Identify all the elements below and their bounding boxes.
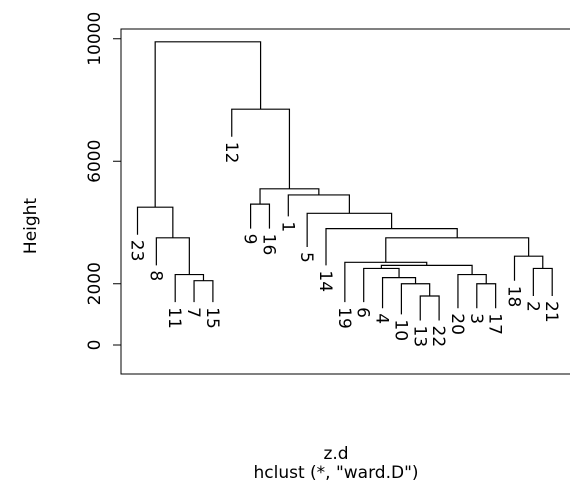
merge-branch bbox=[457, 273, 487, 309]
leaf-label: 8 bbox=[145, 270, 165, 281]
y-tick-label: 6000 bbox=[85, 140, 105, 183]
leaf-label: 9 bbox=[240, 234, 260, 245]
merge-branch bbox=[513, 255, 544, 281]
y-tick-label: 10000 bbox=[85, 12, 105, 66]
merge-branch bbox=[174, 273, 205, 303]
y-tick-label: 0 bbox=[85, 340, 105, 351]
merge-branch bbox=[136, 206, 174, 238]
leaf-label: 14 bbox=[315, 270, 335, 292]
leaf-label: 2 bbox=[522, 301, 542, 312]
y-axis-label: Height bbox=[21, 198, 41, 255]
merge-branch bbox=[400, 283, 431, 315]
merge-branch bbox=[381, 277, 417, 309]
merge-branch bbox=[532, 267, 553, 296]
merge-branch bbox=[325, 228, 458, 266]
merge-branch bbox=[259, 188, 320, 205]
leaf-label: 10 bbox=[390, 319, 410, 341]
leaf-label: 7 bbox=[183, 307, 203, 318]
leaf-label: 17 bbox=[485, 313, 505, 335]
leaf-label: 18 bbox=[504, 286, 524, 308]
leaf-label: 6 bbox=[353, 307, 373, 318]
leaf-label: 11 bbox=[164, 307, 184, 329]
leaf-label: 1 bbox=[277, 221, 297, 232]
leaf-label: 21 bbox=[541, 301, 561, 323]
leaf-label: 4 bbox=[372, 313, 392, 324]
merge-branch bbox=[250, 203, 271, 229]
y-tick-label: 2000 bbox=[85, 262, 105, 305]
merge-branch bbox=[385, 237, 530, 263]
leaf-label: 12 bbox=[221, 142, 241, 164]
leaf-label: 20 bbox=[447, 313, 467, 335]
chart-subtitle: hclust (*, "ward.D") bbox=[253, 463, 418, 481]
merge-branch bbox=[380, 264, 473, 275]
x-axis-label: z.d bbox=[323, 444, 348, 464]
merge-branch bbox=[231, 108, 291, 189]
leaf-label: 15 bbox=[202, 307, 222, 329]
leaf-label: 3 bbox=[466, 313, 486, 324]
merge-branch bbox=[193, 280, 214, 303]
merge-branch bbox=[476, 283, 497, 309]
leaf-label: 16 bbox=[258, 234, 278, 256]
merge-branch bbox=[287, 194, 350, 217]
leaf-label: 13 bbox=[409, 326, 429, 348]
merge-branch bbox=[363, 267, 400, 303]
merge-branch bbox=[306, 212, 393, 247]
leaf-label: 5 bbox=[296, 252, 316, 263]
merge-branch bbox=[155, 237, 190, 275]
leaf-label: 22 bbox=[428, 326, 448, 348]
merge-branch bbox=[344, 261, 428, 303]
leaf-label: 23 bbox=[127, 240, 147, 262]
dendrogram-branches bbox=[136, 41, 553, 321]
merge-branch bbox=[154, 41, 262, 208]
merge-branch bbox=[419, 295, 440, 321]
y-axis: 0 2000 6000 10000 bbox=[85, 12, 122, 351]
leaf-label: 19 bbox=[334, 307, 354, 329]
